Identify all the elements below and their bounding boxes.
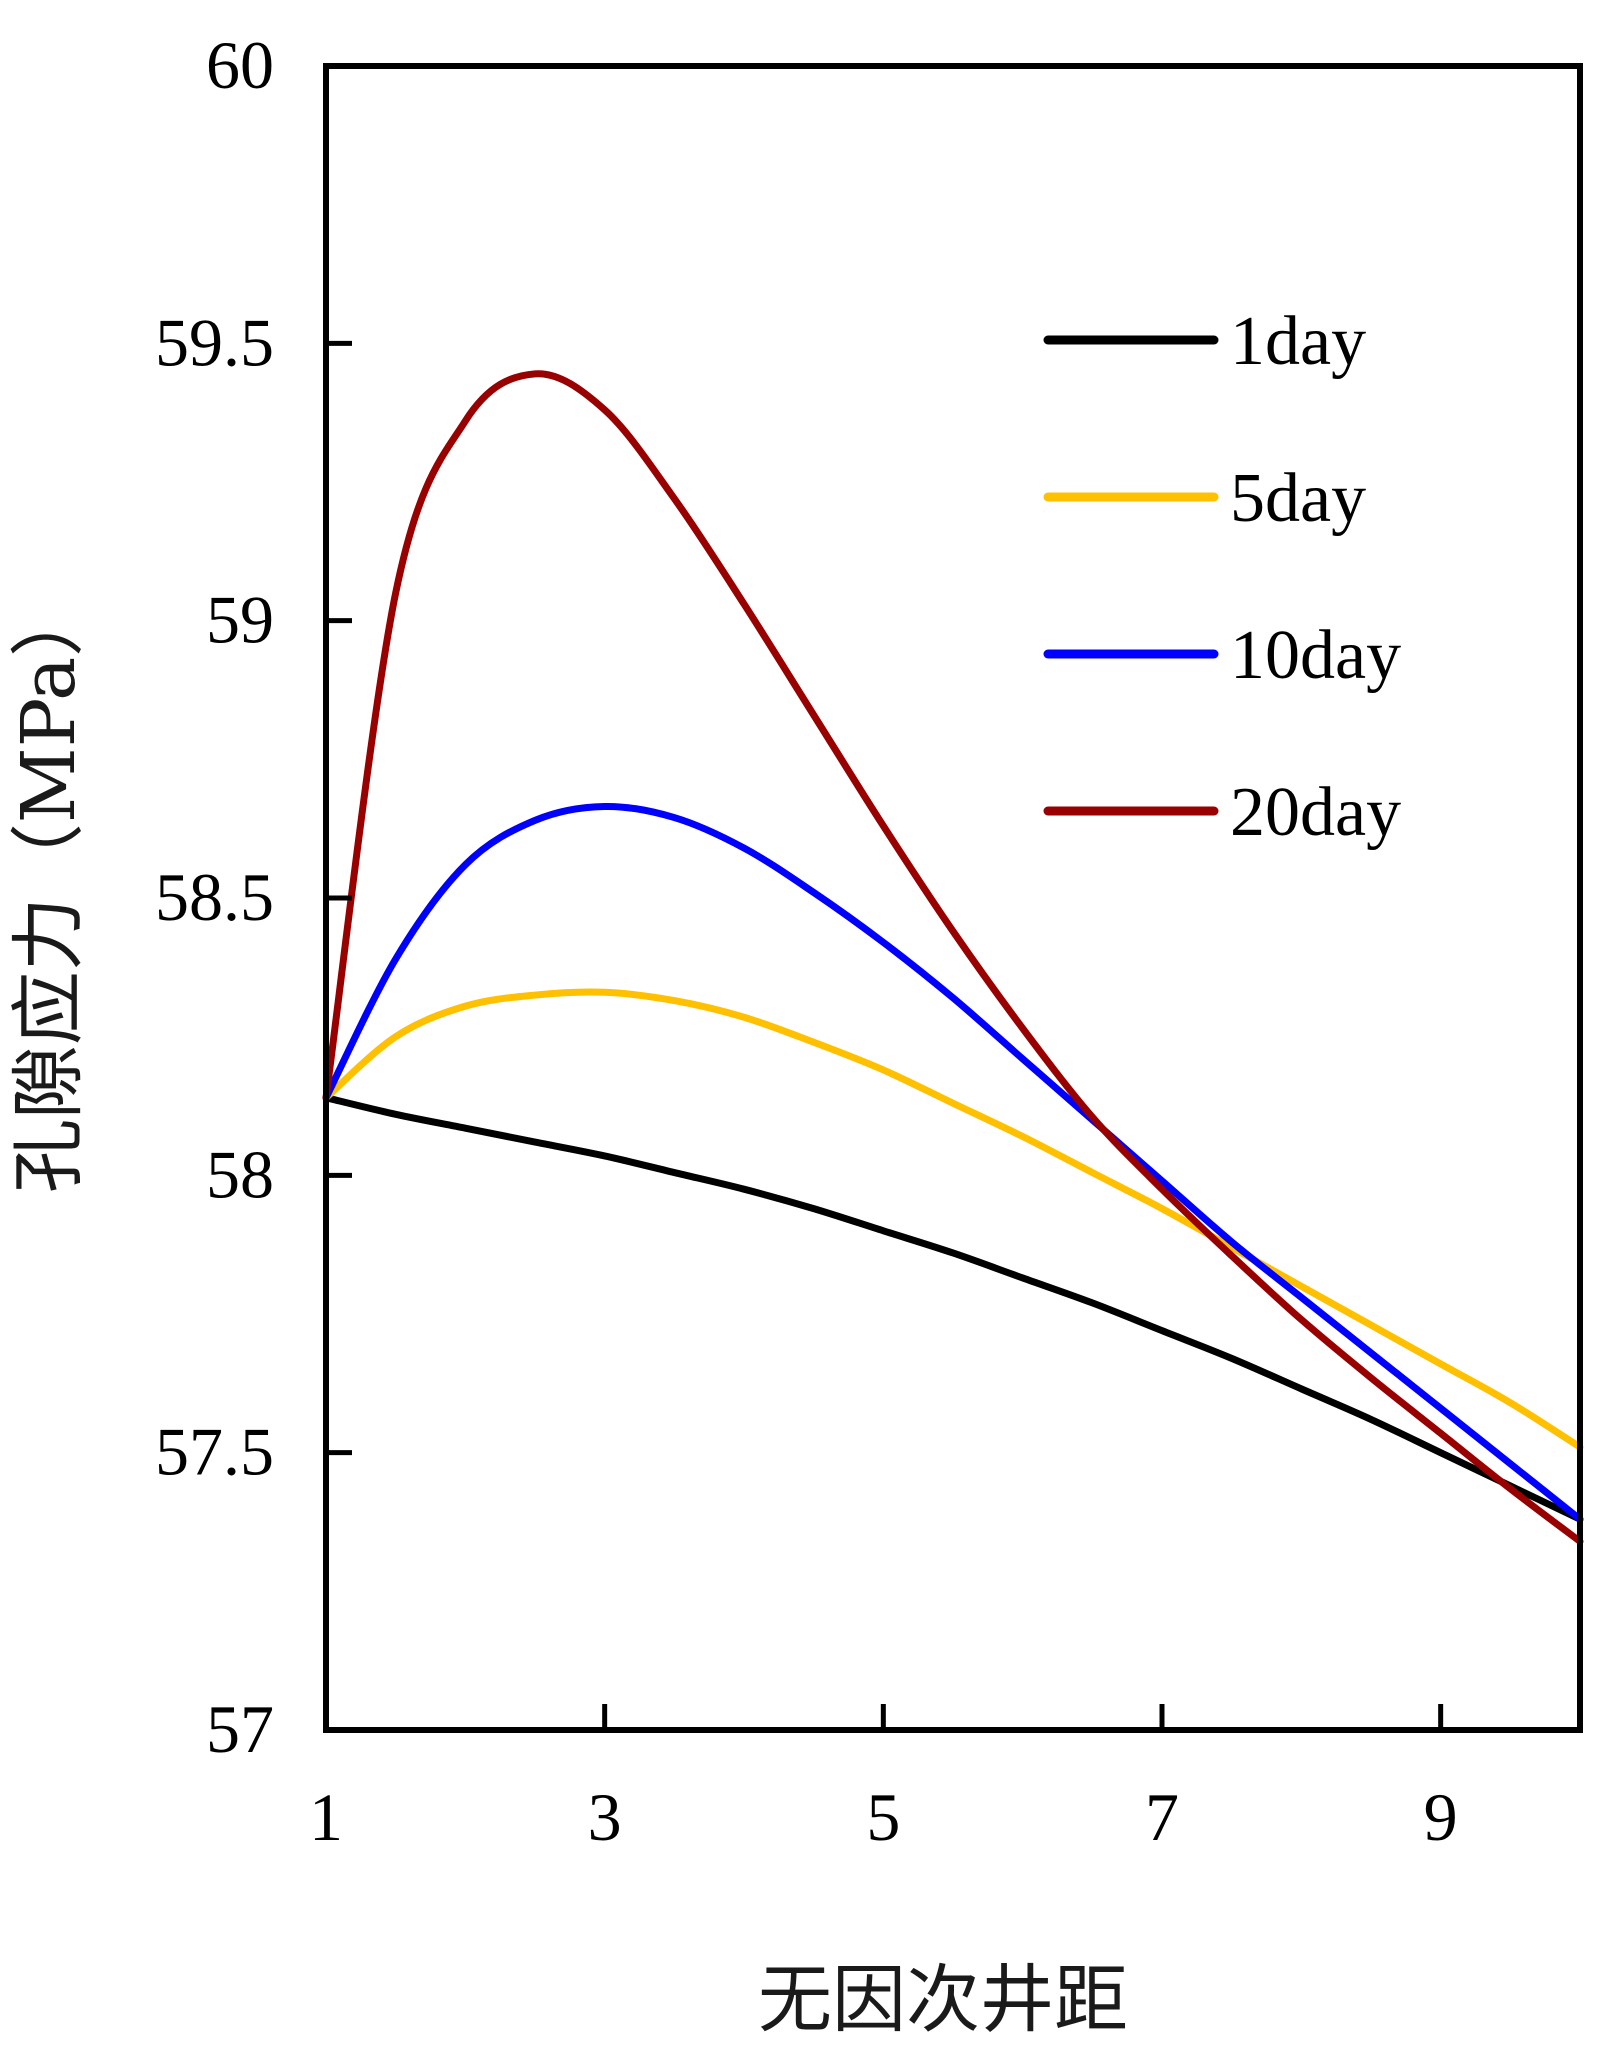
y-tick-label: 58.5 <box>155 859 274 935</box>
plot-lines <box>322 370 1584 1545</box>
legend-label-5day: 5day <box>1230 460 1366 537</box>
y-tick-label: 59.5 <box>155 304 274 380</box>
legend: 1day 5day 10day 20day <box>1043 303 1401 851</box>
y-axis-title: 孔隙应力（MPa） <box>6 583 92 1193</box>
legend-label-1day: 1day <box>1230 303 1366 380</box>
series-line-5day <box>322 988 1584 1451</box>
legend-label-10day: 10day <box>1230 617 1401 694</box>
y-tick-label: 57.5 <box>155 1414 274 1490</box>
y-tick-label: 57 <box>206 1691 274 1767</box>
x-tick-label: 3 <box>588 1779 622 1855</box>
series-line-20day <box>322 370 1584 1545</box>
x-tick-label: 5 <box>866 1779 900 1855</box>
y-tick-label: 59 <box>206 582 274 658</box>
x-axis-title: 无因次井距 <box>758 1957 1128 2043</box>
x-tick-label: 7 <box>1145 1779 1179 1855</box>
x-axis-ticks: 1 3 5 7 9 <box>309 1704 1458 1855</box>
x-tick-label: 1 <box>309 1779 343 1855</box>
legend-label-20day: 20day <box>1230 774 1401 851</box>
x-tick-label: 9 <box>1424 1779 1458 1855</box>
y-axis-ticks: 57 57.5 58 58.5 59 59.5 60 <box>155 27 352 1767</box>
series-line-10day <box>322 802 1584 1523</box>
y-tick-label: 58 <box>206 1136 274 1212</box>
y-tick-label: 60 <box>206 27 274 103</box>
series-line-1day <box>322 1094 1584 1523</box>
plot-frame <box>323 63 1583 1733</box>
